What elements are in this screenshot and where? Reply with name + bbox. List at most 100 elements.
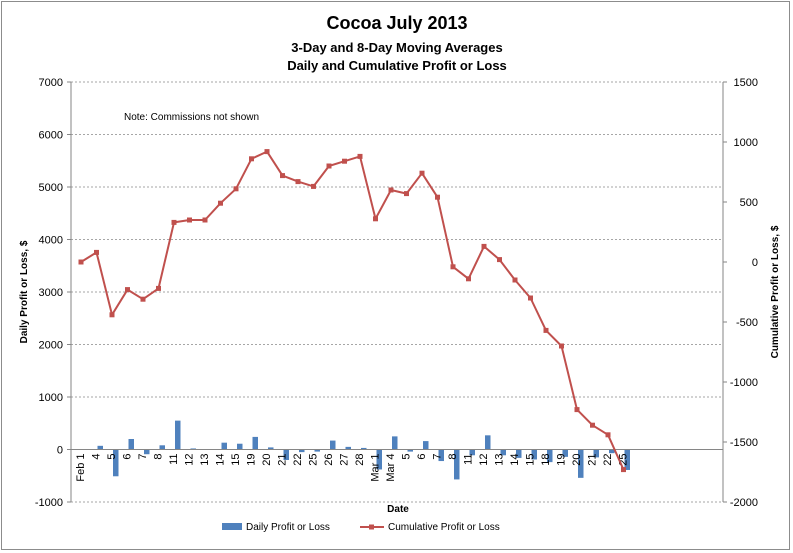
x-tick-label: 18 (540, 454, 552, 466)
x-tick-label: 5 (401, 454, 413, 460)
x-tick-label: Feb 1 (75, 454, 87, 482)
line-marker (280, 173, 285, 179)
bar (283, 449, 289, 460)
bar (454, 449, 460, 480)
line-marker (156, 285, 161, 291)
line-marker (295, 179, 301, 185)
line-marker (435, 194, 440, 200)
line-marker (388, 187, 394, 193)
x-tick-label: 12 (478, 454, 490, 466)
bar (547, 449, 553, 463)
y-left-tick-label: 3000 (39, 287, 63, 299)
line-marker (218, 200, 223, 206)
line-marker (249, 156, 254, 162)
x-tick-label: 15 (230, 454, 242, 466)
line-marker (497, 257, 502, 263)
bar (361, 447, 367, 450)
line-marker (590, 422, 595, 428)
y-right-tick-label: -1500 (730, 437, 758, 449)
bar (578, 449, 584, 478)
x-tick-label: 6 (416, 454, 428, 460)
line-marker (202, 217, 208, 223)
x-axis-label: Date (387, 504, 409, 515)
bar (438, 449, 444, 462)
y-right-tick-label: -500 (736, 317, 758, 329)
bar (345, 446, 351, 450)
line-marker (373, 216, 378, 222)
line-marker (528, 295, 533, 301)
line-marker (357, 153, 363, 159)
x-tick-label: 11 (168, 454, 180, 465)
line-marker (342, 158, 347, 164)
x-tick-label: Mar 4 (385, 454, 397, 482)
line-marker (419, 170, 425, 176)
line-series (78, 149, 626, 473)
x-tick-labels: Feb 1 4 5 6 7 8 11 12 13 14 15 19 20 21 22 25 26 27 28 Mar … (75, 454, 630, 482)
bar (268, 447, 274, 450)
legend: Daily Profit or Loss Cumulative Profit o… (222, 522, 500, 533)
y-right-tick-label: 0 (752, 257, 758, 269)
x-tick-label: 11 (463, 454, 475, 465)
line-marker (311, 183, 316, 189)
line-marker (466, 276, 471, 282)
line-marker (450, 264, 456, 270)
y-left-tick-labels: -1000 0 1000 2000 3000 4000 5000 6000 7000 (35, 77, 63, 509)
x-tick-label: 21 (277, 454, 289, 466)
line-marker (78, 259, 84, 265)
y-right-tick-label: -1000 (730, 377, 758, 389)
x-tick-label: 8 (153, 454, 165, 460)
x-tick-label: 13 (494, 454, 506, 466)
x-tick-label: 25 (308, 454, 320, 466)
bar (128, 439, 134, 450)
commission-note: Note: Commissions not shown (124, 112, 259, 123)
y-right-tick-label: 1500 (734, 77, 758, 89)
bar (237, 443, 243, 450)
y-left-tick-label: 7000 (39, 77, 63, 89)
x-tick-label: 22 (602, 454, 614, 466)
line-marker (605, 432, 611, 438)
x-tick-label: 19 (556, 454, 568, 466)
bar (97, 445, 103, 450)
y-left-tick-label: 5000 (39, 182, 63, 194)
line-marker (559, 343, 564, 349)
line-marker (621, 467, 626, 473)
y-left-tick-label: 4000 (39, 235, 63, 247)
line-marker (574, 407, 580, 413)
legend-bar-swatch (222, 523, 242, 530)
y-left-tick-label: 1000 (39, 392, 63, 404)
line-marker (481, 243, 487, 249)
x-tick-label: 19 (246, 454, 258, 466)
bar (190, 448, 196, 450)
line-marker (233, 186, 239, 192)
chart-title: Cocoa July 2013 (326, 13, 467, 33)
bar (376, 449, 382, 470)
line-marker (326, 163, 332, 169)
x-tick-label: 12 (184, 454, 196, 466)
bar (516, 449, 522, 458)
y-right-tick-label: -2000 (730, 497, 758, 509)
x-tick-label: 7 (432, 454, 444, 460)
bar (593, 449, 599, 458)
x-tick-label: 20 (261, 454, 273, 466)
x-tick-label: 7 (137, 454, 149, 460)
bar (144, 449, 150, 455)
legend-line-label: Cumulative Profit or Loss (388, 522, 500, 533)
line-marker (94, 249, 99, 255)
y-left-tick-label: 0 (57, 445, 63, 457)
bar (469, 449, 475, 456)
x-tick-label: 21 (587, 454, 599, 466)
line-marker (187, 217, 192, 223)
x-tick-label: 28 (354, 454, 366, 466)
x-tick-label: 6 (122, 454, 134, 460)
line-marker (264, 149, 270, 155)
bar (330, 440, 336, 450)
y-left-tick-label: 2000 (39, 340, 63, 352)
bar (392, 436, 398, 450)
bar (221, 442, 227, 450)
line-marker (543, 327, 549, 333)
bar (500, 449, 506, 456)
legend-bar-label: Daily Profit or Loss (246, 522, 330, 533)
bar (175, 420, 181, 450)
line-marker (140, 296, 146, 302)
